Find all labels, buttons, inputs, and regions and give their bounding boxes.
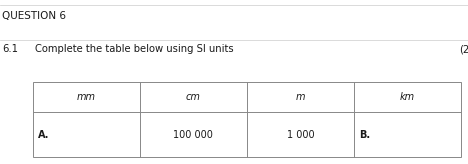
Text: m: m [296, 92, 305, 102]
Text: A.: A. [38, 130, 50, 140]
Text: mm: mm [77, 92, 96, 102]
Text: km: km [400, 92, 415, 102]
Text: B.: B. [359, 130, 371, 140]
Text: (2: (2 [459, 44, 468, 54]
Text: Complete the table below using SI units: Complete the table below using SI units [35, 44, 234, 54]
Text: 1 000: 1 000 [286, 130, 314, 140]
Text: 100 000: 100 000 [174, 130, 213, 140]
Bar [33, 82, 461, 157]
Text: QUESTION 6: QUESTION 6 [2, 11, 66, 21]
Text: cm: cm [186, 92, 201, 102]
Text: 6.1: 6.1 [2, 44, 18, 54]
